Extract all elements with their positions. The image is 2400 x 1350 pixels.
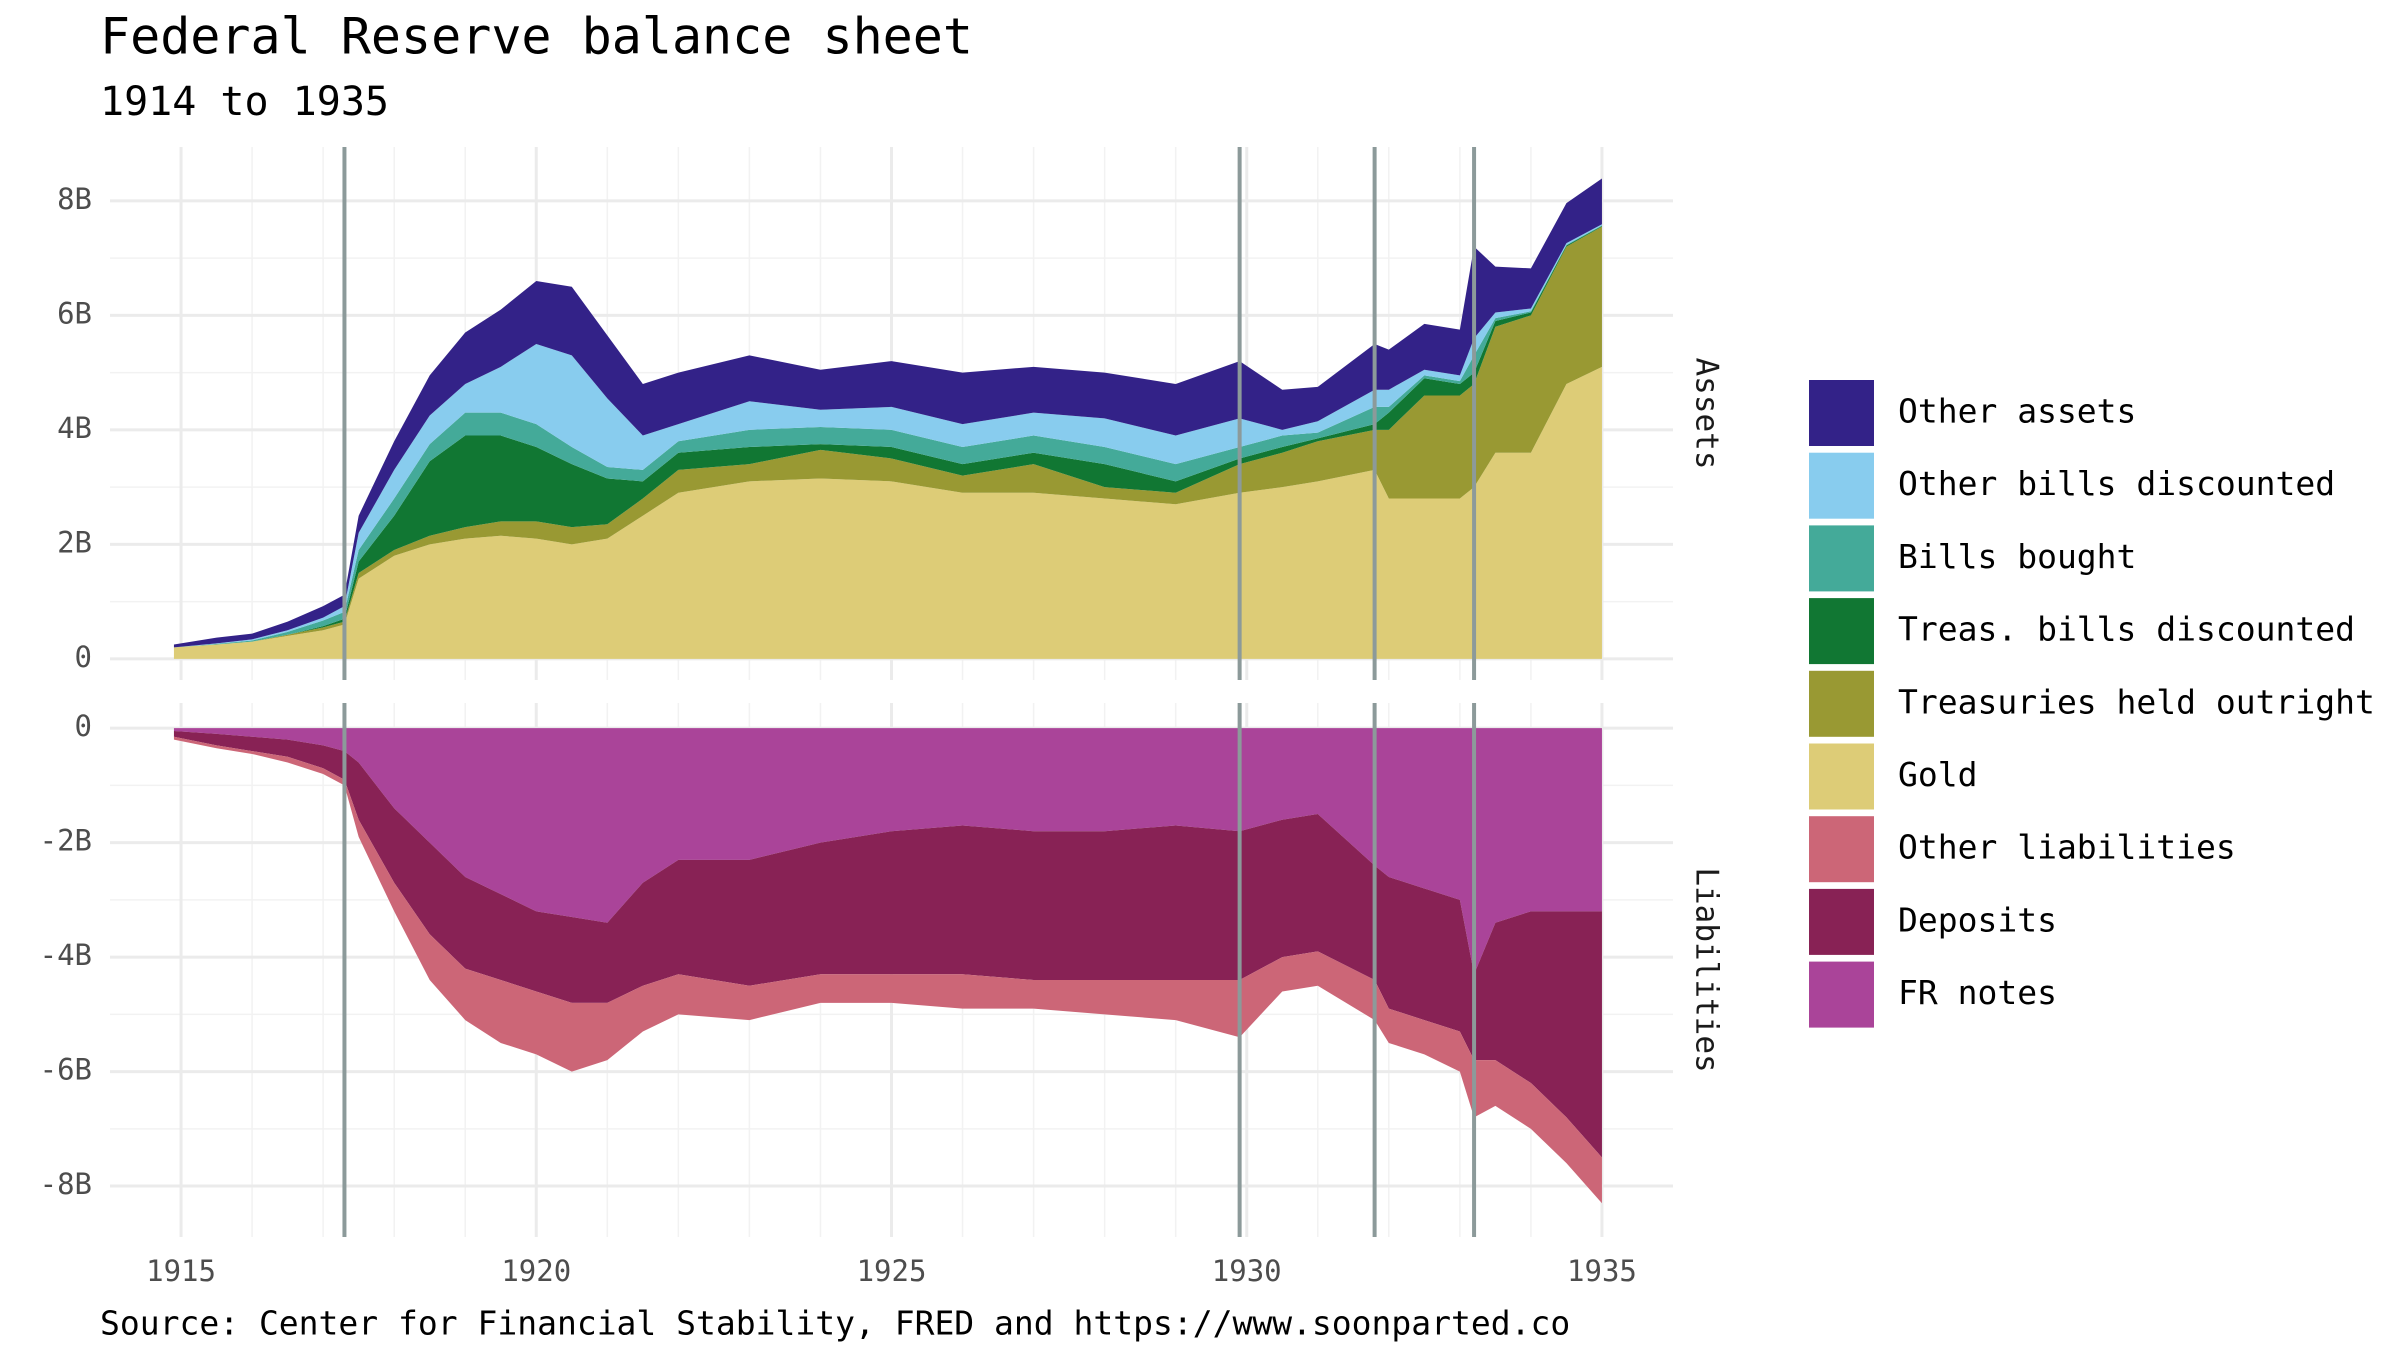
legend-label: FR notes <box>1898 973 2057 1012</box>
chart-subtitle: 1914 to 1935 <box>100 79 389 125</box>
legend-swatch <box>1809 380 1874 446</box>
x-tick-label: 1930 <box>1212 1254 1282 1288</box>
legend-swatch <box>1809 961 1874 1028</box>
y-tick-label: 8B <box>57 182 92 216</box>
legend-swatch <box>1809 670 1874 737</box>
area <box>173 731 1602 1158</box>
area <box>173 366 1602 659</box>
x-tick-label: 1920 <box>501 1254 571 1288</box>
legend-swatch <box>1809 888 1874 955</box>
legend-swatch <box>1809 452 1874 519</box>
facet-label: Assets <box>1689 358 1725 470</box>
legend-label: Deposits <box>1898 900 2057 939</box>
x-tick-label: 1925 <box>857 1254 927 1288</box>
y-tick-label: -2B <box>40 824 92 858</box>
facet-label: Liabilities <box>1689 867 1725 1072</box>
y-tick-label: 2B <box>57 525 92 559</box>
y-tick-label: -6B <box>40 1053 92 1087</box>
y-tick-label: 0 <box>75 709 92 743</box>
area <box>173 178 1602 648</box>
legend-swatch <box>1809 816 1874 883</box>
y-tick-label: 6B <box>57 296 92 330</box>
legend-label: Treas. bills discounted <box>1898 610 2355 649</box>
y-tick-label: 0 <box>75 640 92 674</box>
y-tick-label: -8B <box>40 1167 92 1201</box>
caption: Source: Center for Financial Stability, … <box>100 1304 1570 1343</box>
legend-swatch <box>1809 743 1874 810</box>
legend-swatch <box>1809 525 1874 592</box>
area <box>173 736 1602 1204</box>
legend-label: Other assets <box>1898 392 2136 431</box>
y-tick-label: 4B <box>57 411 92 445</box>
legend-label: Other bills discounted <box>1898 464 2335 503</box>
chart-title: Federal Reserve balance sheet <box>100 8 973 66</box>
area <box>173 728 1602 975</box>
legend-label: Other liabilities <box>1898 828 2236 867</box>
x-tick-label: 1935 <box>1567 1254 1637 1288</box>
y-tick-label: -4B <box>40 938 92 972</box>
area <box>173 225 1602 648</box>
legend-label: Treasuries held outright <box>1898 682 2375 721</box>
x-tick-label: 1915 <box>146 1254 216 1288</box>
legend-swatch <box>1809 598 1874 665</box>
legend-label: Gold <box>1898 755 1977 794</box>
legend-label: Bills bought <box>1898 537 2136 576</box>
